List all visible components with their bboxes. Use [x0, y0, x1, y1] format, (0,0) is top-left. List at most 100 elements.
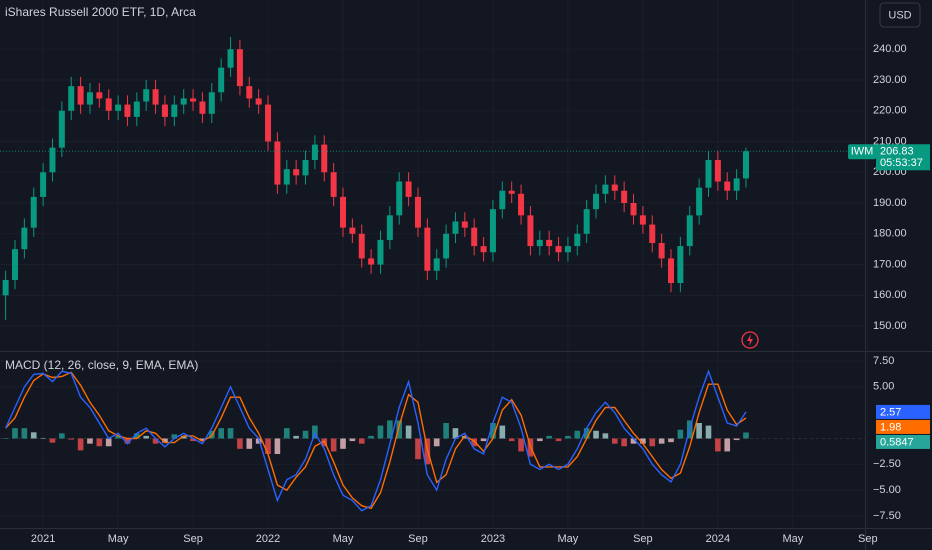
candle-body [630, 203, 637, 216]
candle-body [218, 67, 225, 93]
x-tick-label: 2024 [706, 533, 730, 545]
candle-body [742, 151, 749, 179]
candle-body [311, 144, 318, 160]
lightning-icon[interactable] [741, 331, 759, 349]
histogram-bar [658, 438, 665, 444]
candle-body [593, 193, 600, 210]
candle-body [293, 169, 300, 176]
y-tick-label: 170.00 [873, 258, 907, 270]
candle-body [649, 224, 656, 244]
candle-body [489, 209, 496, 253]
histogram-bar [611, 438, 618, 444]
candle-body [639, 215, 646, 225]
candle-body [733, 178, 740, 191]
histogram-bar [696, 422, 702, 439]
histogram-bar [143, 435, 150, 439]
candle-body [171, 104, 178, 117]
candle-body [21, 227, 28, 250]
currency-button[interactable] [879, 2, 921, 28]
candle-body [396, 181, 403, 216]
candle-body [246, 86, 253, 99]
macd-line [4, 369, 747, 512]
histogram-bar [724, 438, 731, 452]
histogram-bar [518, 438, 524, 452]
candle-body [677, 246, 684, 284]
histogram-bar [377, 425, 384, 439]
candle-body [40, 172, 47, 197]
histogram-bar [462, 435, 468, 439]
candle-body [480, 246, 487, 253]
candle-body [414, 196, 421, 228]
histogram-bar [199, 438, 206, 442]
histogram-bar [246, 438, 253, 449]
candle-body [68, 86, 75, 111]
macd-badge [876, 404, 930, 419]
candle-body [255, 98, 262, 105]
histogram-bar [480, 438, 487, 442]
candle-body [358, 233, 365, 259]
candle-body [471, 227, 478, 247]
histogram-bar [255, 438, 262, 444]
histogram-badge [876, 434, 930, 449]
histogram-bar [330, 438, 337, 452]
candle-body [452, 221, 459, 234]
candle-body [705, 159, 712, 188]
histogram-bar [368, 435, 374, 439]
histogram-bar [677, 429, 684, 439]
candle-body [724, 181, 731, 191]
histogram-bar [443, 422, 449, 439]
histogram-bar [21, 428, 28, 439]
signal-line [5, 371, 747, 510]
candle-body [115, 104, 122, 111]
candle-body [208, 92, 215, 114]
candle-body [236, 49, 243, 87]
candle-body [386, 215, 393, 240]
candle-body [611, 184, 618, 191]
candle-body [124, 104, 131, 117]
candle-body [564, 246, 571, 253]
candle-body [546, 239, 553, 247]
histogram-bar [237, 438, 243, 449]
candle-body [77, 86, 84, 105]
histogram-bar [536, 438, 543, 442]
candle-body [508, 190, 515, 194]
histogram-bar [715, 438, 721, 452]
histogram-bar [387, 420, 393, 439]
x-tick-label: 2023 [481, 533, 505, 545]
histogram-bar [630, 438, 637, 444]
histogram-bar [68, 438, 75, 440]
candle-body [602, 184, 609, 194]
candle-body [227, 49, 234, 68]
chart-title: iShares Russell 2000 ETF, 1D, Arca [5, 5, 196, 19]
histogram-bar [583, 428, 590, 439]
icon-circle [741, 331, 759, 349]
histogram-bar [433, 438, 440, 447]
y-tick-label: 220.00 [873, 105, 907, 117]
candle-body [405, 181, 412, 197]
candle-body [621, 190, 628, 204]
histogram-bar [190, 438, 196, 442]
histogram-bar [59, 433, 65, 439]
histogram-bar [293, 435, 299, 439]
candle-body [302, 159, 309, 176]
candle-body [152, 89, 159, 105]
histogram-bar [162, 438, 168, 443]
histogram-bar [593, 430, 599, 439]
histogram-bar [668, 438, 674, 443]
histogram-bar [124, 438, 131, 444]
x-tick-label: Sep [183, 533, 203, 545]
histogram-bar [555, 438, 562, 442]
candle-body [658, 243, 665, 259]
candle-body [330, 172, 337, 197]
histogram-bar [621, 438, 627, 447]
symbol-badge [848, 144, 876, 160]
histogram-bar [405, 425, 412, 439]
signal-badge [876, 419, 930, 434]
histogram-bar [602, 433, 609, 439]
candle-body [461, 221, 468, 228]
x-tick-label: Sep [858, 533, 878, 545]
histogram-bar [283, 428, 290, 439]
candle-body [433, 258, 440, 271]
histogram-bar [574, 430, 581, 439]
